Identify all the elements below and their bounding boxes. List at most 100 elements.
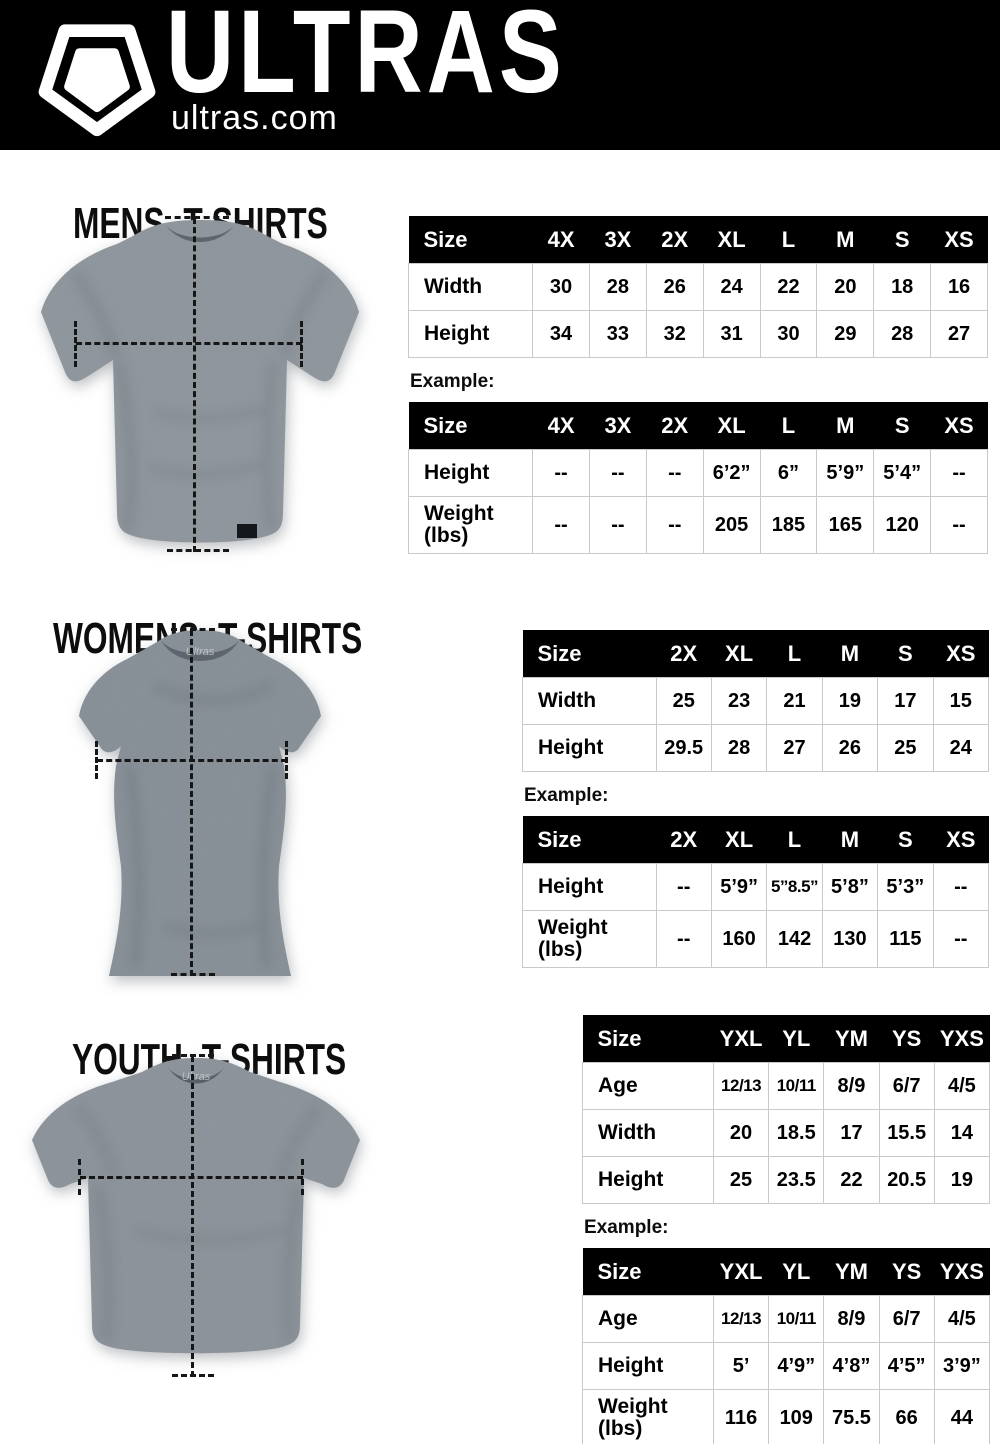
womens-tshirt-image: Ultras bbox=[79, 630, 321, 976]
size-value: 21 bbox=[766, 677, 823, 725]
womens-height-bottom-tick bbox=[171, 973, 215, 976]
womens-size-table: Size 2X XL L M S XS Width 25 23 21 19 17 15 Height 29.5… bbox=[522, 630, 990, 772]
womens-tables: Size 2X XL L M S XS Width 25 23 21 19 17 15 Height 29.5… bbox=[522, 630, 990, 968]
size-value: 18.5 bbox=[768, 1109, 825, 1157]
size-value: 5’4” bbox=[873, 449, 932, 497]
size-value: 109 bbox=[768, 1389, 825, 1444]
row-label: Height bbox=[407, 310, 534, 358]
table-header-row: Size 2X XL L M S XS bbox=[522, 816, 989, 864]
womens-width-left-tick bbox=[95, 741, 98, 779]
table-row: Width 25 23 21 19 17 15 bbox=[522, 677, 990, 725]
table-row: Height -- -- -- 6’2” 6” 5’9” 5’4” -- bbox=[407, 449, 988, 497]
size-col-header: M bbox=[822, 816, 878, 864]
size-value: 24 bbox=[932, 724, 990, 772]
size-col-header: 2X bbox=[646, 216, 704, 264]
size-value: 29.5 bbox=[655, 724, 712, 772]
size-value: 8/9 bbox=[823, 1062, 880, 1110]
size-value: 28 bbox=[710, 724, 768, 772]
size-value: 15.5 bbox=[878, 1109, 935, 1157]
size-col-header: YL bbox=[768, 1248, 824, 1296]
size-value: 26 bbox=[821, 724, 879, 772]
size-value: -- bbox=[932, 863, 990, 911]
youth-tshirt-image: Ultras bbox=[32, 1058, 360, 1354]
size-col-header: 4X bbox=[532, 402, 590, 450]
size-value: -- bbox=[655, 863, 712, 911]
youth-example-table: Size YXL YL YM YS YXS Age 12/13 10/11 8/9 6/7 4/5 He… bbox=[582, 1248, 991, 1444]
size-value: 5”8.5” bbox=[766, 863, 823, 911]
table-header-row: Size 4X 3X 2X XL L M S XS bbox=[408, 216, 988, 264]
size-value: 116 bbox=[712, 1389, 770, 1444]
womens-width-measure-line bbox=[97, 759, 287, 762]
size-value: 28 bbox=[873, 310, 932, 358]
mens-example-label: Example: bbox=[410, 371, 495, 392]
row-label: Width bbox=[407, 263, 534, 311]
size-value: 15 bbox=[932, 677, 990, 725]
size-col-header: XL bbox=[703, 402, 761, 450]
youth-tables: Size YXL YL YM YS YXS Age 12/13 10/11 8/9 6/7 4/5 Wi… bbox=[582, 1015, 991, 1444]
youth-example-label: Example: bbox=[584, 1217, 669, 1238]
size-value: -- bbox=[645, 496, 704, 554]
size-col-header: XL bbox=[703, 216, 761, 264]
brand-name: ULTRAS bbox=[166, 0, 566, 118]
size-value: 24 bbox=[702, 263, 761, 311]
mens-height-measure-line bbox=[193, 218, 196, 552]
size-value: 23 bbox=[710, 677, 768, 725]
mens-example-table: Size 4X 3X 2X XL L M S XS Height -- -- -- 6’2” 6” 5’9” 5… bbox=[407, 402, 988, 554]
size-value: 4’8” bbox=[823, 1342, 880, 1390]
youth-height-bottom-tick bbox=[172, 1374, 214, 1377]
size-col-header: L bbox=[766, 630, 823, 678]
table-row: Age 12/13 10/11 8/9 6/7 4/5 bbox=[582, 1295, 991, 1343]
mens-width-measure-line bbox=[76, 342, 302, 345]
youth-width-left-tick bbox=[78, 1159, 81, 1195]
size-value: 17 bbox=[823, 1109, 880, 1157]
size-value: -- bbox=[655, 910, 712, 968]
size-col-header: M bbox=[816, 402, 874, 450]
size-value: 142 bbox=[766, 910, 823, 968]
ultras-shield-logo-icon bbox=[38, 24, 156, 137]
mens-size-table: Size 4X 3X 2X XL L M S XS Width 30 28 26 24 22 20 18 16 He… bbox=[407, 216, 988, 358]
size-col-header: YXL bbox=[713, 1248, 769, 1296]
row-label: Height bbox=[582, 1156, 714, 1204]
size-value: 19 bbox=[821, 677, 879, 725]
size-col-header: L bbox=[760, 402, 817, 450]
table-row: Weight (lbs) -- 160 142 130 115 -- bbox=[522, 910, 990, 968]
youth-tshirt-figure: Ultras bbox=[18, 1052, 378, 1382]
row-label: Weight (lbs) bbox=[522, 910, 657, 968]
brand-site-url: ultras.com bbox=[171, 99, 338, 137]
table-row: Height 5’ 4’9” 4’8” 4’5” 3’9” bbox=[582, 1342, 991, 1390]
row-label: Age bbox=[582, 1295, 714, 1343]
size-value: 32 bbox=[645, 310, 704, 358]
size-col-header: M bbox=[822, 630, 878, 678]
size-col-header: XS bbox=[930, 402, 988, 450]
size-col-header: XL bbox=[711, 816, 767, 864]
size-value: 22 bbox=[823, 1156, 880, 1204]
size-value: 130 bbox=[821, 910, 879, 968]
size-value: 8/9 bbox=[823, 1295, 880, 1343]
size-value: 23.5 bbox=[768, 1156, 825, 1204]
size-value: 29 bbox=[816, 310, 875, 358]
mens-height-bottom-tick bbox=[167, 549, 229, 552]
site-header: ULTRAS ultras.com bbox=[0, 0, 1000, 150]
size-value: 30 bbox=[759, 310, 818, 358]
size-value: 28 bbox=[588, 263, 647, 311]
size-col-header: XS bbox=[933, 816, 989, 864]
womens-tshirt-figure: Ultras bbox=[45, 626, 355, 982]
row-label: Height bbox=[522, 724, 657, 772]
size-col-header: 2X bbox=[646, 402, 704, 450]
table-row: Height 29.5 28 27 26 25 24 bbox=[522, 724, 990, 772]
size-value: 33 bbox=[588, 310, 647, 358]
size-value: -- bbox=[645, 449, 704, 497]
table-row: Weight (lbs) -- -- -- 205 185 165 120 -- bbox=[407, 496, 988, 554]
table-row: Width 30 28 26 24 22 20 18 16 bbox=[407, 263, 988, 311]
size-col-header: YS bbox=[879, 1015, 935, 1063]
size-value: -- bbox=[930, 496, 988, 554]
table-row: Width 20 18.5 17 15.5 14 bbox=[582, 1109, 991, 1157]
womens-example-table: Size 2X XL L M S XS Height -- 5’9” 5”8.5” 5’8” 5’3” -… bbox=[522, 816, 990, 968]
size-col-header: L bbox=[766, 816, 823, 864]
size-value: -- bbox=[930, 449, 988, 497]
size-label-header: Size bbox=[522, 816, 656, 864]
size-value: 5’9” bbox=[710, 863, 768, 911]
size-value: 20.5 bbox=[878, 1156, 935, 1204]
size-value: 66 bbox=[878, 1389, 935, 1444]
